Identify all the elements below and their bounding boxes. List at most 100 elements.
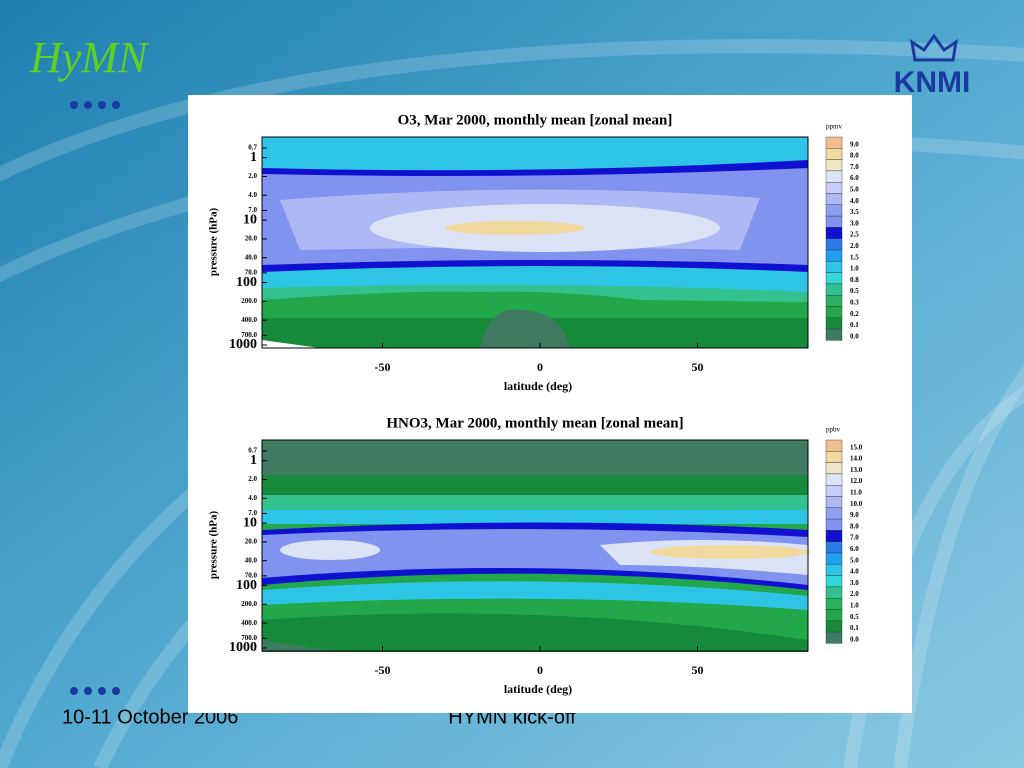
colorbar-label: 1.0 xyxy=(850,601,859,609)
logo-right: KNMI xyxy=(894,66,971,99)
colorbar-swatch xyxy=(825,170,843,183)
colorbar-swatch xyxy=(825,181,843,194)
colorbar-label: 2.5 xyxy=(850,231,859,239)
colorbar-label: 2.0 xyxy=(850,242,859,250)
colorbar-swatch xyxy=(825,462,843,475)
colorbar-swatch xyxy=(825,193,843,206)
logo-left: HyMN xyxy=(29,33,150,82)
colorbar-swatch xyxy=(825,261,843,273)
y-tick-label: 2.0 xyxy=(248,475,257,483)
x-tick-label: 50 xyxy=(692,360,704,374)
y-tick-label: 4.0 xyxy=(248,494,257,502)
colorbar-unit: ppbv xyxy=(826,426,841,434)
y-tick-label: 0.7 xyxy=(248,144,257,152)
colorbar-swatch xyxy=(825,631,843,644)
colorbar-label: 0.3 xyxy=(850,298,859,306)
crown xyxy=(909,33,959,62)
y-tick-label: 4.0 xyxy=(248,191,257,199)
colorbar-label: 6.0 xyxy=(850,545,859,553)
colorbar-swatch xyxy=(825,238,843,251)
colorbar-swatch xyxy=(825,295,843,307)
panel-title: O3, Mar 2000, monthly mean [zonal mean] xyxy=(398,112,673,128)
x-tick-label: 0 xyxy=(537,663,543,677)
y-tick-label: 700.0 xyxy=(241,634,257,642)
colorbar-swatch xyxy=(825,306,843,319)
y-tick-label: 200.0 xyxy=(241,297,257,305)
colorbar-swatch xyxy=(825,283,843,296)
y-tick-label: 70.0 xyxy=(245,268,258,276)
colorbar-label: 0.1 xyxy=(850,321,859,329)
panel-title: HNO3, Mar 2000, monthly mean [zonal mean… xyxy=(386,415,683,431)
colorbar-swatch xyxy=(825,439,843,452)
colorbar-label: 3.0 xyxy=(850,219,859,227)
colorbar-swatch xyxy=(825,609,843,622)
plot-frame xyxy=(261,439,809,652)
colorbar-swatch xyxy=(825,564,843,576)
colorbar-swatch xyxy=(825,552,843,565)
colorbar-label: 10.0 xyxy=(850,500,863,508)
colorbar-label: 0.5 xyxy=(850,613,859,621)
y-tick-label: 7.0 xyxy=(248,509,257,517)
colorbar-swatch xyxy=(825,575,843,588)
y-tick-label: 1000 xyxy=(229,640,257,655)
colorbar-swatch xyxy=(825,541,843,554)
x-tick-label: 0 xyxy=(537,360,543,374)
colorbar-label: 7.0 xyxy=(850,534,859,542)
colorbar-label: 1.0 xyxy=(850,265,859,273)
colorbar-label: 2.0 xyxy=(850,590,859,598)
colorbar-swatch xyxy=(825,215,843,228)
colorbar-label: 12.0 xyxy=(850,477,863,485)
colorbar-swatch xyxy=(825,227,843,239)
y-tick-label: 40.0 xyxy=(245,253,258,261)
colorbar-label: 5.0 xyxy=(850,556,859,564)
plot-frame xyxy=(261,136,809,349)
colorbar-swatch xyxy=(825,204,843,217)
colorbar-label: 0.2 xyxy=(850,310,859,318)
y-tick-label: 100 xyxy=(236,578,257,593)
colorbar-swatch xyxy=(825,620,843,633)
colorbar-swatch xyxy=(825,518,843,531)
y-tick-label: 400.0 xyxy=(241,619,257,627)
y-tick-label: 100 xyxy=(236,275,257,290)
y-tick-label: 200.0 xyxy=(241,600,257,608)
colorbar-swatch xyxy=(825,598,843,610)
y-tick-label: 1 xyxy=(250,453,257,468)
x-axis-label: latitude (deg) xyxy=(504,682,572,696)
contour-o3 xyxy=(262,137,808,348)
colorbar-label: 3.5 xyxy=(850,208,859,216)
x-axis-label: latitude (deg) xyxy=(504,379,572,393)
colorbar-label: 4.0 xyxy=(850,197,859,205)
colorbar-swatch xyxy=(825,507,843,520)
y-axis-label: pressure (hPa) xyxy=(208,207,220,276)
x-tick-label: -50 xyxy=(375,663,391,677)
colorbar-swatch xyxy=(825,485,843,497)
y-axis-label: pressure (hPa) xyxy=(208,510,220,579)
colorbar-label: 4.0 xyxy=(850,568,859,576)
colorbar-unit: ppmv xyxy=(826,123,842,131)
y-tick-label: 700.0 xyxy=(241,331,257,339)
colorbar-label: 15.0 xyxy=(850,443,863,451)
colorbar-label: 7.0 xyxy=(850,163,859,171)
colorbar-label: 8.0 xyxy=(850,522,859,530)
y-tick-label: 20.0 xyxy=(245,235,258,243)
colorbar-swatch xyxy=(825,159,843,172)
colorbar-swatch xyxy=(825,148,843,160)
colorbar-swatch xyxy=(825,317,843,330)
colorbar-swatch xyxy=(825,586,843,599)
colorbar-swatch xyxy=(825,136,843,149)
colorbar-swatch xyxy=(825,473,843,486)
colorbar-swatch xyxy=(825,328,843,341)
colorbar-label: 9.0 xyxy=(850,511,859,519)
colorbar-swatch xyxy=(825,530,843,542)
colorbar-label: 0.0 xyxy=(850,332,859,340)
y-tick-label: 7.0 xyxy=(248,206,257,214)
logo-dots xyxy=(70,101,120,695)
colorbar-label: 0.0 xyxy=(850,635,859,643)
colorbar-label: 11.0 xyxy=(850,488,862,496)
colorbar-label: 1.5 xyxy=(850,253,859,261)
colorbar-label: 13.0 xyxy=(850,466,863,474)
y-tick-label: 400.0 xyxy=(241,316,257,324)
x-tick-label: -50 xyxy=(375,360,391,374)
